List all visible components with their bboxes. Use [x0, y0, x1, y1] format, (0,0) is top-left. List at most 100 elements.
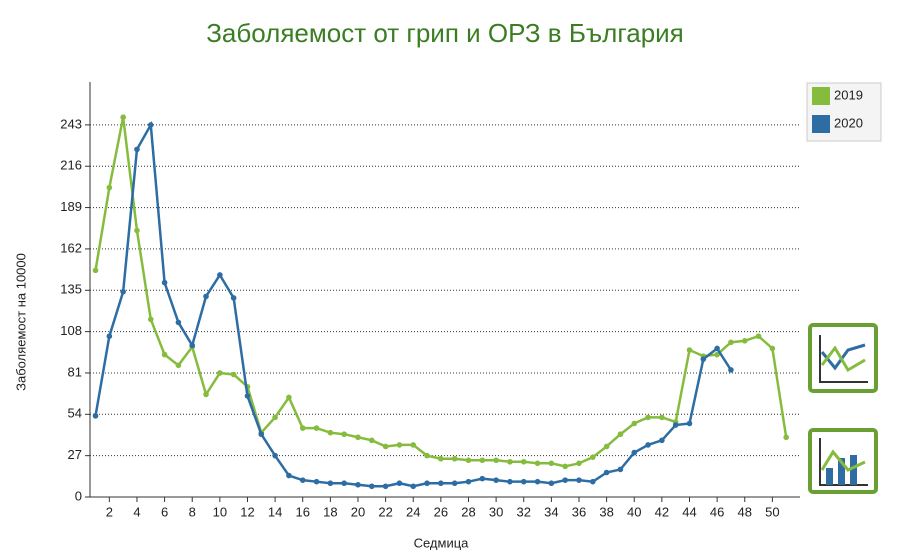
y-tick-label: 81	[68, 364, 82, 379]
data-point	[769, 345, 776, 352]
data-point	[410, 483, 417, 490]
data-point	[451, 455, 458, 462]
data-point	[465, 478, 472, 485]
chart-title: Заболяемост от грип и ОРЗ в България	[206, 18, 684, 48]
y-tick-label: 108	[60, 323, 82, 338]
data-point	[355, 434, 361, 441]
data-point	[396, 442, 403, 448]
x-tick-label: 14	[268, 504, 282, 519]
icon-bar	[850, 455, 857, 485]
data-point	[410, 442, 417, 448]
data-point	[493, 457, 499, 464]
x-tick-label: 44	[682, 504, 696, 519]
data-point	[161, 279, 168, 286]
data-point	[203, 293, 209, 300]
x-tick-label: 2	[106, 504, 113, 519]
data-point	[755, 333, 762, 340]
x-tick-label: 36	[572, 504, 586, 519]
chart-type-bar-button[interactable]	[808, 428, 878, 494]
data-point	[741, 338, 748, 344]
x-axis-label: Седмица	[414, 535, 470, 550]
data-point	[534, 478, 541, 485]
y-axis-label: Заболяемост на 10000	[13, 253, 28, 391]
icon-bar	[838, 458, 845, 485]
x-tick-label: 22	[378, 504, 392, 519]
data-point	[120, 114, 126, 121]
data-point	[465, 457, 472, 464]
chart-type-line-button[interactable]	[808, 323, 878, 393]
icon-axes	[819, 335, 868, 383]
data-point	[576, 460, 582, 467]
y-tick-label: 27	[68, 447, 82, 462]
data-point	[230, 295, 237, 301]
data-point	[286, 472, 292, 479]
data-point	[341, 431, 347, 438]
data-point	[672, 422, 679, 428]
data-point	[120, 288, 126, 295]
data-point	[92, 413, 99, 419]
data-point	[161, 351, 168, 358]
x-tick-label: 32	[517, 504, 531, 519]
data-point	[438, 455, 444, 462]
x-tick-label: 48	[738, 504, 752, 519]
data-point	[534, 460, 541, 467]
x-tick-label: 30	[489, 504, 503, 519]
data-point	[424, 452, 430, 459]
data-point	[631, 420, 638, 427]
legend: 2019 2020	[806, 82, 882, 142]
x-tick-label: 20	[351, 504, 365, 519]
data-point	[230, 371, 237, 378]
data-point	[258, 431, 265, 438]
data-point	[520, 458, 527, 465]
data-point	[479, 457, 486, 464]
x-tick-label: 16	[295, 504, 309, 519]
series-line	[94, 116, 788, 468]
data-point	[714, 351, 720, 358]
data-point	[562, 463, 568, 470]
data-point	[382, 443, 389, 450]
data-point	[493, 477, 499, 483]
y-tick-label: 243	[60, 116, 82, 131]
data-point	[645, 414, 651, 421]
y-tick-label: 162	[60, 240, 82, 255]
data-point	[576, 477, 582, 483]
data-point	[134, 227, 140, 234]
data-point	[548, 480, 555, 487]
y-tick-label: 54	[68, 406, 82, 421]
data-point	[313, 478, 320, 485]
x-tick-label: 34	[544, 504, 558, 519]
data-point	[272, 414, 278, 421]
data-point	[438, 480, 444, 487]
data-point	[728, 339, 734, 346]
data-point	[217, 370, 223, 376]
data-point	[507, 458, 513, 465]
data-point	[341, 480, 347, 487]
data-point	[659, 437, 665, 444]
x-tick-label: 28	[461, 504, 475, 519]
data-point	[714, 345, 720, 352]
data-point	[590, 454, 596, 460]
data-point	[327, 480, 334, 487]
data-point	[617, 431, 624, 438]
x-tick-label: 42	[655, 504, 669, 519]
x-tick-label: 4	[133, 504, 140, 519]
x-tick-label: 10	[213, 504, 227, 519]
data-point	[217, 272, 223, 278]
legend-label: 2019	[834, 87, 863, 102]
data-point	[520, 478, 527, 485]
data-point	[451, 480, 458, 487]
x-tick-label: 46	[710, 504, 724, 519]
legend-swatch	[812, 87, 830, 105]
data-point	[603, 469, 610, 476]
x-tick-label: 12	[240, 504, 254, 519]
data-point	[382, 483, 389, 490]
data-point	[355, 481, 361, 488]
data-point	[686, 420, 693, 427]
data-point	[396, 480, 403, 487]
y-tick-label: 0	[75, 488, 82, 503]
icon-bar	[826, 468, 833, 485]
data-point	[783, 434, 789, 441]
data-point	[659, 414, 665, 421]
data-point	[590, 478, 596, 485]
